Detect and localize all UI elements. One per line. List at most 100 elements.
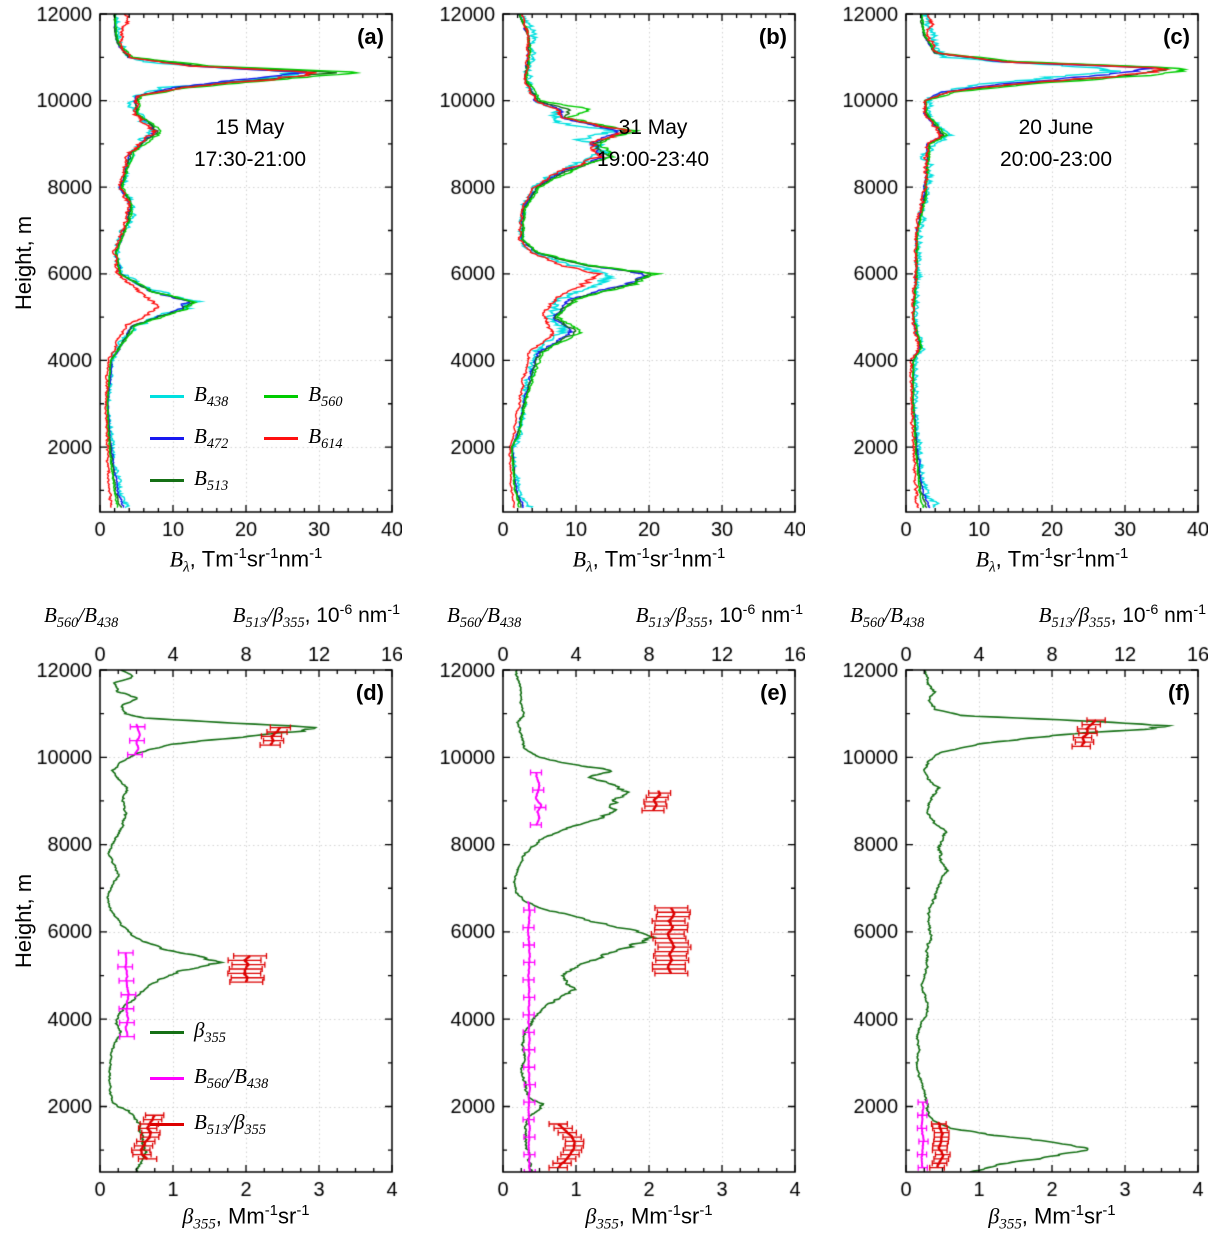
legend-label: B513/β355 — [194, 1110, 266, 1139]
label-segment: B — [84, 603, 97, 627]
label-segment: nm — [681, 546, 713, 572]
label-segment: 355 — [596, 1216, 619, 1233]
label-segment: , 10 — [707, 604, 743, 627]
label-segment: 355 — [283, 615, 305, 632]
y-axis-title: Height, m — [11, 215, 36, 311]
label-segment: / — [884, 603, 891, 627]
label-segment: B — [975, 546, 990, 572]
label-segment: B — [487, 603, 500, 627]
label-segment: 560 — [459, 615, 482, 632]
legend-label: β355 — [194, 1018, 226, 1047]
panel-annotation: 31 May 19:00-23:40 — [596, 116, 710, 171]
legend-swatch — [150, 479, 184, 483]
x-axis-title: β355, Mm-1sr-1 — [100, 1202, 392, 1234]
label-segment: nm — [352, 604, 388, 627]
label-segment: B — [308, 424, 322, 449]
panel-letter: (f) — [1168, 680, 1190, 705]
legend-swatch — [150, 1077, 184, 1081]
label-segment: 438 — [499, 615, 522, 632]
label-segment: β — [234, 1110, 245, 1135]
label-segment: nm — [278, 546, 310, 572]
label-segment: / — [78, 603, 85, 627]
label-segment: B — [194, 466, 207, 491]
label-segment: B — [232, 603, 246, 627]
label-segment: 560 — [321, 394, 343, 411]
legend-label: B614 — [308, 424, 342, 453]
legend-item: B614 — [264, 424, 342, 453]
label-segment: -1 — [1115, 545, 1129, 562]
label-segment: / — [481, 603, 488, 627]
top-axis-title-right: B513/β355, 10-6 nm-1 — [233, 602, 400, 632]
label-segment: , 10 — [1110, 604, 1146, 627]
label-segment: nm — [1158, 604, 1194, 627]
panel-annotation: 15 May 17:30-21:00 — [193, 116, 307, 171]
label-segment: B — [234, 1064, 247, 1089]
label-segment: 614 — [321, 436, 343, 453]
label-segment: B — [194, 1110, 207, 1135]
label-segment: sr — [277, 1203, 297, 1229]
label-segment: , Tm — [995, 546, 1040, 572]
label-segment: β — [272, 603, 284, 627]
label-segment: B — [635, 603, 649, 627]
label-segment: 513 — [206, 478, 229, 495]
label-segment: -1 — [296, 1202, 310, 1219]
legend-swatch — [150, 437, 184, 441]
legend-swatch — [150, 1031, 184, 1035]
label-segment: β — [675, 603, 687, 627]
label-segment: 438 — [206, 394, 229, 411]
x-axis-title: β355, Mm-1sr-1 — [906, 1202, 1198, 1234]
legend-label: B513 — [194, 466, 228, 495]
y-axis-title: Height, m — [11, 873, 36, 969]
label-segment: B — [44, 603, 57, 627]
panel-letter: (a) — [357, 24, 384, 49]
label-segment: 355 — [204, 1030, 226, 1047]
panel-letter: (c) — [1163, 24, 1190, 49]
top-axis-title-left: B560/B438 — [447, 603, 521, 632]
label-segment: 355 — [686, 615, 708, 632]
panel-letter: (e) — [760, 680, 787, 705]
label-segment: -1 — [1070, 1202, 1084, 1219]
label-segment: , Mm — [1021, 1203, 1071, 1229]
legend-swatch — [264, 437, 299, 441]
top-axis-title-right: B513/β355, 10-6 nm-1 — [1039, 602, 1206, 632]
label-segment: , 10 — [304, 604, 340, 627]
label-segment: -1 — [1102, 1202, 1116, 1219]
label-segment: B — [850, 603, 863, 627]
label-segment: 513 — [206, 1122, 229, 1139]
panel-letter: (d) — [355, 680, 384, 705]
label-segment: nm — [755, 604, 791, 627]
label-segment: -1 — [712, 545, 726, 562]
panel-b: Bλ, Tm-1sr-1nm-1 (b) 31 May 19:00-23:40 — [403, 0, 805, 600]
label-segment: β — [182, 1203, 194, 1229]
label-segment: B — [169, 546, 184, 572]
label-segment: -6 — [339, 602, 353, 618]
label-segment: B — [890, 603, 903, 627]
label-segment: , Tm — [189, 546, 234, 572]
label-segment: B — [194, 424, 207, 449]
label-segment: 560 — [56, 615, 79, 632]
label-segment: 355 — [1089, 615, 1111, 632]
label-segment: 438 — [902, 615, 925, 632]
label-segment: -1 — [309, 545, 323, 562]
label-segment: / — [266, 603, 273, 627]
label-segment: β — [194, 1018, 205, 1042]
top-axis-titles: B560/B438 B513/β355, 10-6 nm-1 — [447, 602, 803, 632]
legend-label: B560/B438 — [194, 1064, 268, 1093]
label-segment: -1 — [1193, 602, 1206, 618]
legend-label: B438 — [194, 382, 228, 411]
label-segment: B — [447, 603, 460, 627]
label-segment: β — [1078, 603, 1090, 627]
label-segment: λ — [183, 559, 190, 576]
label-segment: 472 — [206, 436, 229, 453]
panel-d: B560/B438 B513/β355, 10-6 nm-1 Height, m… — [0, 600, 402, 1257]
label-segment: β — [585, 1203, 597, 1229]
top-axis-title-left: B560/B438 — [850, 603, 924, 632]
label-segment: 438 — [246, 1076, 269, 1093]
label-segment: -1 — [1039, 545, 1053, 562]
label-segment: , Mm — [618, 1203, 668, 1229]
panel-f-plot-canvas — [806, 600, 1208, 1257]
label-segment: B — [308, 382, 322, 406]
label-segment: 513 — [1051, 615, 1073, 632]
label-segment: λ — [586, 559, 593, 576]
